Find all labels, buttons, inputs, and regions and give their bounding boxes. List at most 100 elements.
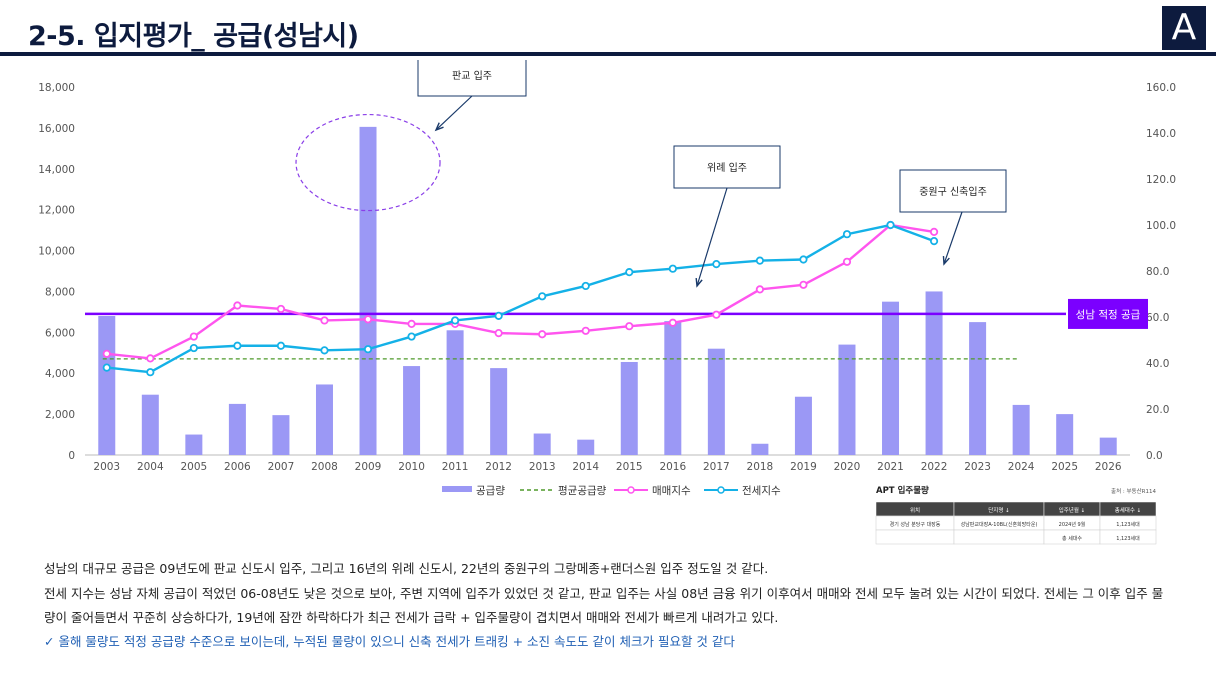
- annotation-arrow-line: [943, 211, 963, 265]
- legend-marker-jeonse: [717, 486, 725, 494]
- supply-bar: [490, 368, 508, 455]
- x-axis-tick-label: 2014: [572, 461, 599, 473]
- x-axis-tick-label: 2020: [834, 461, 861, 473]
- supply-bar: [1099, 437, 1117, 455]
- sale-index-point: [102, 349, 111, 358]
- apt-table-cell: [875, 529, 955, 545]
- supply-bar: [838, 344, 856, 455]
- supply-bar: [228, 403, 246, 455]
- jeonse-index-point: [320, 346, 329, 355]
- left-axis-tick-label: 4,000: [45, 368, 75, 380]
- jeonse-index-point: [189, 343, 198, 353]
- title-divider: [0, 52, 1216, 56]
- sale-index-point: [842, 257, 852, 266]
- x-axis-tick-label: 2003: [93, 461, 120, 473]
- apt-table-cell-text: 2024년 9월: [1059, 521, 1086, 528]
- x-axis-tick-label: 2009: [355, 461, 382, 473]
- annotation-arrow-head: [942, 255, 950, 266]
- jeonse-index-point: [146, 368, 155, 377]
- description-line-1: 성남의 대규모 공급은 09년도에 판교 신도시 입주, 그리고 16년의 위례…: [44, 561, 769, 576]
- supply-bar: [751, 443, 769, 455]
- jeonse-index-point: [842, 230, 852, 239]
- jeonse-index-point: [668, 264, 677, 273]
- optimal-supply-label: 성남 적정 공급: [1076, 309, 1141, 321]
- legend-label: 평균공급량: [558, 485, 607, 497]
- supply-bar: [577, 439, 595, 455]
- sale-index-point: [625, 322, 634, 331]
- jeonse-index-point: [407, 332, 416, 341]
- sale-index-point: [494, 328, 503, 338]
- right-axis-tick-label: 20.0: [1146, 404, 1169, 416]
- jeonse-index-point: [538, 292, 547, 301]
- sale-index-point: [668, 318, 677, 327]
- x-axis-tick-label: 2004: [137, 461, 164, 473]
- apt-table-title: APT 입주물량: [876, 485, 929, 496]
- x-axis-tick-label: 2018: [747, 461, 774, 473]
- sale-index-point: [146, 354, 155, 363]
- left-axis-tick-label: 10,000: [38, 246, 75, 258]
- x-axis-tick-label: 2010: [398, 461, 425, 473]
- left-axis-tick-label: 8,000: [45, 286, 75, 298]
- sale-index-point: [233, 301, 242, 310]
- legend-label: 매매지수: [652, 485, 691, 497]
- x-axis-tick-label: 2013: [529, 461, 556, 473]
- supply-bar: [272, 415, 290, 455]
- optimal-supply-label-box: [1068, 298, 1148, 329]
- description-line-2: 전세 지수는 성남 자체 공급이 적었던 06-08년도 낮은 것으로 보아, …: [44, 586, 1164, 601]
- x-axis-tick-label: 2005: [180, 461, 207, 473]
- apt-table-cell-text: 경기 성남 분당구 대장동: [890, 521, 941, 528]
- supply-bar: [359, 126, 377, 455]
- supply-bar: [98, 315, 116, 455]
- supply-bar: [1012, 404, 1030, 455]
- sale-index-point: [189, 332, 198, 341]
- annotation-arrow-head: [434, 122, 444, 132]
- x-axis-tick-label: 2006: [224, 461, 251, 473]
- right-axis-tick-label: 0.0: [1146, 450, 1163, 462]
- apt-table-cell: [953, 529, 1045, 545]
- page-title: 2-5. 입지평가_ 공급(성남시): [28, 21, 359, 52]
- right-axis-tick-label: 40.0: [1146, 358, 1169, 370]
- x-axis-tick-label: 2023: [964, 461, 991, 473]
- x-axis-tick-label: 2019: [790, 461, 817, 473]
- annotation-label: 위례 입주: [707, 161, 747, 174]
- jeonse-index-point: [102, 363, 111, 372]
- jeonse-index-point: [581, 281, 590, 291]
- sale-index-point: [407, 319, 416, 328]
- supply-bar: [882, 301, 900, 455]
- apt-table-cell: [1099, 529, 1157, 545]
- supply-bar: [620, 361, 638, 455]
- x-axis-tick-label: 2016: [659, 461, 686, 473]
- right-axis-tick-label: 100.0: [1146, 220, 1176, 232]
- x-axis-tick-label: 2017: [703, 461, 730, 473]
- supply-bar: [707, 348, 725, 455]
- left-axis-tick-label: 18,000: [38, 82, 75, 94]
- apt-table-header-label: 위치: [910, 506, 920, 514]
- sale-index-line: [106, 223, 935, 360]
- right-axis-tick-label: 140.0: [1146, 128, 1176, 140]
- left-axis-tick-label: 16,000: [38, 123, 75, 135]
- jeonse-index-point: [625, 268, 634, 277]
- sale-index-point: [712, 310, 721, 319]
- pangyo-highlight-ellipse: [295, 113, 441, 212]
- legend-label: 전세지수: [742, 485, 781, 497]
- legend-label: 공급량: [476, 485, 505, 497]
- description-line-3: 량이 줄어들면서 꾸준히 상승하다가, 19년에 잠깐 하락하다가 최근 전세가…: [44, 610, 779, 625]
- apt-table-cell-text: 1,123세대: [1116, 535, 1140, 542]
- jeonse-index-line: [106, 223, 935, 374]
- apt-table-cell-text: 총 세대수: [1062, 535, 1082, 542]
- jeonse-index-point: [929, 237, 939, 246]
- right-axis-tick-label: 80.0: [1146, 266, 1169, 278]
- jeonse-index-point: [451, 316, 460, 325]
- supply-bar: [664, 321, 682, 455]
- brand-logo: A: [1162, 6, 1206, 50]
- annotation-arrow-line: [435, 95, 473, 131]
- sale-index-point: [363, 315, 373, 324]
- right-axis-tick-label: 60.0: [1146, 312, 1169, 324]
- x-axis-tick-label: 2021: [877, 461, 904, 473]
- annotation-label: 중원구 신축입주: [919, 185, 987, 198]
- supply-bar: [446, 330, 464, 455]
- supply-bar: [1056, 414, 1074, 455]
- supply-bar: [185, 434, 203, 455]
- sale-index-point: [581, 326, 590, 335]
- annotation-box: [899, 169, 1007, 213]
